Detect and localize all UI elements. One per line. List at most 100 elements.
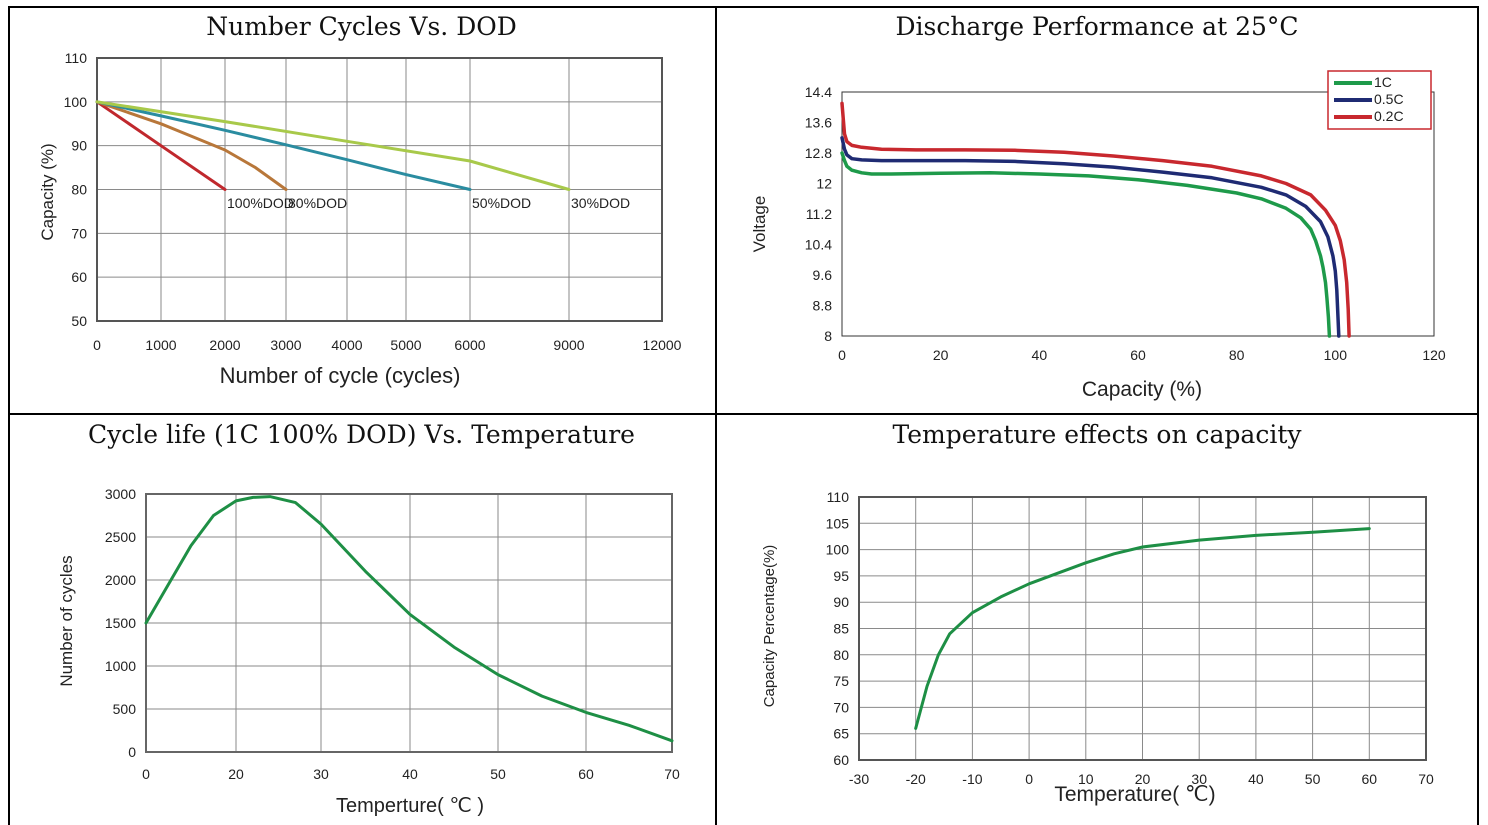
- y-tick-label: 11.2: [806, 206, 832, 222]
- y-tick-label: 8.8: [813, 298, 833, 314]
- plot-frame: [96, 57, 663, 322]
- y-tick-label: 100: [826, 542, 850, 558]
- y-tick-label: 75: [833, 673, 849, 689]
- series-line: [840, 101, 1351, 338]
- y-axis-label: Voltage: [750, 196, 769, 253]
- y-tick-label: 70: [71, 225, 87, 241]
- series-annotation: 50%DOD: [472, 195, 531, 211]
- plot-frame: [858, 496, 1427, 761]
- legend-label: 0.2C: [1374, 108, 1404, 124]
- x-tick-label: 60: [1130, 347, 1146, 363]
- y-tick-label: 2500: [105, 529, 136, 545]
- x-axis-label: Temperture( ℃ ): [336, 795, 484, 817]
- series-line: [914, 527, 1371, 730]
- x-tick-label: 3000: [270, 337, 301, 353]
- x-axis-label: Capacity (%): [1082, 378, 1202, 401]
- x-tick-label: -20: [906, 771, 926, 787]
- series-annotation: 80%DOD: [288, 195, 347, 211]
- x-tick-label: 80: [1229, 347, 1245, 363]
- series-line: [95, 100, 288, 191]
- y-tick-label: 3000: [105, 486, 136, 502]
- series-annotation: 30%DOD: [571, 195, 630, 211]
- x-tick-label: 2000: [209, 337, 240, 353]
- y-tick-label: 90: [833, 594, 849, 610]
- series-line: [840, 151, 1332, 338]
- table-divider-horizontal: [8, 413, 1479, 415]
- x-tick-label: 4000: [331, 337, 362, 353]
- x-tick-label: 1000: [145, 337, 176, 353]
- legend-label: 0.5C: [1374, 91, 1404, 107]
- x-tick-label: 9000: [553, 337, 584, 353]
- y-tick-label: 95: [833, 568, 849, 584]
- y-tick-label: 80: [833, 647, 849, 663]
- y-tick-label: 9.6: [813, 267, 833, 283]
- y-tick-label: 85: [833, 621, 849, 637]
- chart2-title: Discharge Performance at 25°C: [895, 12, 1299, 41]
- chart-discharge-performance: 0 20 40 60 80 100 120 8 8.8 9.6 10.4 11.2 12 12.8 13.6…: [750, 70, 1446, 401]
- x-axis-label: Temperature( ℃): [1054, 783, 1215, 806]
- y-tick-label: 70: [833, 699, 849, 715]
- table-frame: [8, 6, 1479, 825]
- y-tick-label: 12: [816, 176, 832, 192]
- x-tick-label: 50: [1305, 771, 1321, 787]
- y-tick-label: 14.4: [805, 84, 832, 100]
- x-tick-label: 5000: [390, 337, 421, 353]
- x-tick-label: 40: [1248, 771, 1264, 787]
- x-tick-label: 6000: [454, 337, 485, 353]
- x-tick-label: 120: [1422, 347, 1446, 363]
- chart-cycles-vs-dod: 0 1000 2000 3000 4000 5000 6000 9000 12000 50 60 70…: [38, 50, 682, 388]
- series-line: [144, 495, 674, 743]
- x-tick-label: 70: [664, 766, 680, 782]
- y-axis-label: Capacity (%): [38, 143, 57, 240]
- x-tick-label: 0: [93, 337, 101, 353]
- x-tick-label: 100: [1324, 347, 1348, 363]
- series-line: [95, 100, 472, 191]
- x-tick-label: -10: [962, 771, 982, 787]
- y-tick-label: 110: [65, 50, 88, 66]
- plot-frame: [841, 91, 1435, 337]
- x-tick-label: 40: [1032, 347, 1048, 363]
- y-tick-label: 500: [113, 701, 137, 717]
- series-line: [95, 100, 571, 191]
- y-tick-label: 8: [824, 328, 832, 344]
- y-tick-label: 65: [833, 726, 849, 742]
- x-tick-label: 0: [838, 347, 846, 363]
- y-axis-label: Number of cycles: [57, 555, 76, 686]
- chart4-title: Temperature effects on capacity: [892, 420, 1302, 449]
- x-tick-label: 40: [402, 766, 418, 782]
- x-tick-label: 30: [313, 766, 329, 782]
- y-tick-label: 60: [71, 269, 87, 285]
- chart-cycle-life-vs-temperature: 0 20 30 40 50 60 70 0 500 1000 1500 2000 2500 3000 Tem…: [57, 486, 680, 817]
- y-tick-label: 105: [826, 515, 850, 531]
- y-tick-label: 80: [71, 182, 87, 198]
- x-tick-label: 70: [1418, 771, 1434, 787]
- x-tick-label: 0: [142, 766, 150, 782]
- x-tick-label: 10: [1078, 771, 1094, 787]
- x-tick-label: 12000: [643, 337, 682, 353]
- x-tick-label: 0: [1025, 771, 1033, 787]
- x-tick-label: 60: [1362, 771, 1378, 787]
- y-tick-label: 13.6: [805, 115, 832, 131]
- x-tick-label: -30: [849, 771, 869, 787]
- y-tick-label: 100: [64, 94, 88, 110]
- x-tick-label: 20: [1135, 771, 1151, 787]
- x-tick-label: 50: [490, 766, 506, 782]
- chart3-title: Cycle life (1C 100% DOD) Vs. Temperature: [88, 420, 635, 449]
- y-axis-label: Capacity Percentage(%): [761, 545, 778, 708]
- x-tick-label: 20: [933, 347, 949, 363]
- chart-temperature-effects: -30 -20 -10 0 10 20 30 40 50 60 70 60 65 70 75 80 85 90 95…: [761, 489, 1434, 806]
- y-tick-label: 1500: [105, 615, 136, 631]
- series-line: [840, 136, 1341, 338]
- y-tick-label: 1000: [105, 658, 136, 674]
- legend-label: 1C: [1374, 74, 1392, 90]
- y-tick-label: 10.4: [805, 237, 832, 253]
- y-tick-label: 90: [71, 138, 87, 154]
- chart1-title: Number Cycles Vs. DOD: [206, 12, 517, 41]
- x-axis-label: Number of cycle (cycles): [220, 363, 461, 388]
- series-line: [95, 100, 227, 191]
- y-tick-label: 2000: [105, 572, 136, 588]
- y-tick-label: 110: [827, 489, 850, 505]
- y-tick-label: 60: [833, 752, 849, 768]
- x-tick-label: 30: [1191, 771, 1207, 787]
- y-tick-label: 50: [71, 313, 87, 329]
